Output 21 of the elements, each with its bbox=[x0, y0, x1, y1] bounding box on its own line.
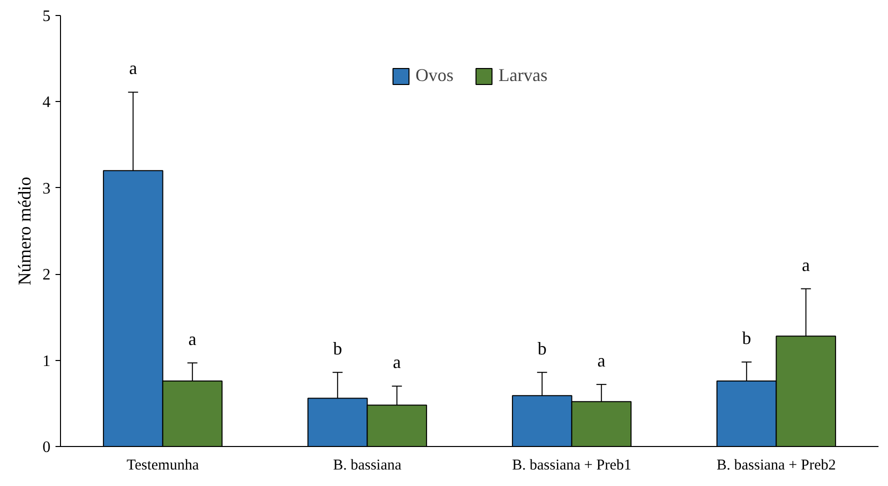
annotation: b bbox=[742, 328, 752, 348]
x-tick-label: B. bassiana + Preb2 bbox=[716, 458, 836, 474]
annotation: a bbox=[392, 352, 401, 372]
legend-label: Ovos bbox=[416, 65, 454, 86]
annotation: a bbox=[597, 350, 606, 370]
annotation: a bbox=[129, 58, 138, 78]
y-tick-label: 2 bbox=[42, 266, 50, 284]
y-tick-label: 3 bbox=[42, 180, 50, 198]
y-axis-title: Número médio bbox=[14, 176, 34, 286]
annotation: a bbox=[802, 254, 810, 275]
x-tick-label: B. bassiana + Preb1 bbox=[512, 458, 632, 474]
y-tick-label: 1 bbox=[42, 352, 50, 370]
legend-label: Larvas bbox=[498, 65, 548, 86]
y-tick-label: 4 bbox=[42, 94, 50, 112]
annotation: b bbox=[538, 338, 547, 358]
y-tick-label: 5 bbox=[42, 8, 50, 25]
x-tick-label: Testemunha bbox=[126, 458, 200, 474]
x-tick-label: B. bassiana bbox=[333, 458, 402, 474]
y-tick-label: 0 bbox=[42, 439, 50, 456]
annotation: b bbox=[333, 338, 342, 358]
annotation: a bbox=[188, 328, 196, 349]
